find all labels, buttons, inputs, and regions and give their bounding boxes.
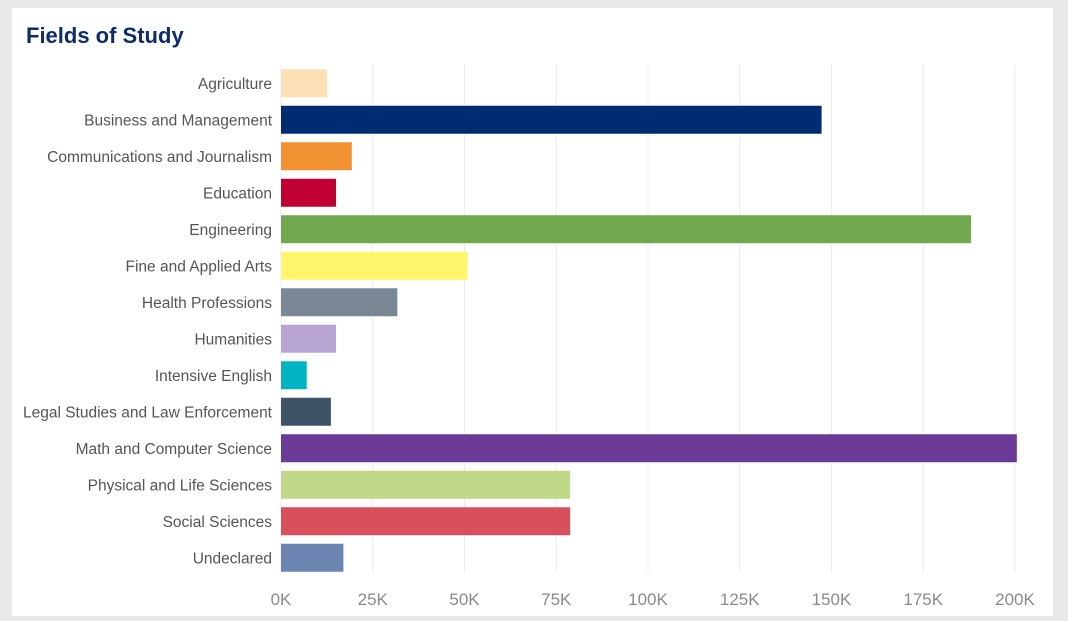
category-label-13: Undeclared bbox=[193, 550, 272, 567]
bar-chart: Agriculture Business and Management Commun… bbox=[23, 65, 1036, 609]
x-tick-label-8: 200K bbox=[995, 590, 1035, 609]
category-label-8: Intensive English bbox=[155, 368, 272, 385]
bar-4[interactable] bbox=[281, 215, 971, 244]
bar-12[interactable] bbox=[281, 507, 571, 536]
category-label-2: Communications and Journalism bbox=[47, 149, 272, 166]
bars bbox=[281, 69, 1017, 572]
x-tick-label-0: 0K bbox=[271, 590, 292, 609]
x-tick-label-6: 150K bbox=[812, 590, 852, 609]
bar-1[interactable] bbox=[281, 105, 822, 134]
category-label-11: Physical and Life Sciences bbox=[88, 477, 273, 494]
category-label-3: Education bbox=[203, 185, 272, 202]
x-axis-tick-labels: 0K 25K 50K 75K 100K 125K 150K 175K 200K bbox=[271, 590, 1036, 609]
category-label-7: Humanities bbox=[194, 331, 272, 348]
category-label-10: Math and Computer Science bbox=[76, 441, 272, 458]
category-label-0: Agriculture bbox=[198, 76, 272, 93]
category-label-6: Health Professions bbox=[142, 295, 272, 312]
x-tick-label-2: 50K bbox=[449, 590, 480, 609]
chart-card: Fields of Study Agriculture Business and … bbox=[12, 8, 1053, 616]
bar-5[interactable] bbox=[281, 251, 468, 280]
bar-2[interactable] bbox=[281, 142, 352, 171]
bar-0[interactable] bbox=[281, 69, 327, 98]
category-label-9: Legal Studies and Law Enforcement bbox=[23, 404, 273, 421]
chart-title: Fields of Study bbox=[26, 23, 184, 48]
category-label-4: Engineering bbox=[189, 222, 272, 239]
bar-7[interactable] bbox=[281, 324, 337, 353]
category-labels: Agriculture Business and Management Commun… bbox=[23, 76, 273, 568]
x-tick-label-1: 25K bbox=[358, 590, 389, 609]
bar-6[interactable] bbox=[281, 288, 398, 317]
x-tick-label-4: 100K bbox=[628, 590, 668, 609]
category-label-1: Business and Management bbox=[84, 112, 273, 129]
bar-13[interactable] bbox=[281, 543, 344, 572]
bar-9[interactable] bbox=[281, 397, 331, 426]
bar-8[interactable] bbox=[281, 361, 307, 390]
category-label-5: Fine and Applied Arts bbox=[126, 258, 273, 275]
bar-11[interactable] bbox=[281, 470, 571, 499]
bar-10[interactable] bbox=[281, 434, 1017, 463]
x-tick-label-5: 125K bbox=[720, 590, 760, 609]
category-label-12: Social Sciences bbox=[163, 514, 273, 531]
bar-3[interactable] bbox=[281, 178, 337, 207]
x-tick-label-3: 75K bbox=[541, 590, 572, 609]
x-tick-label-7: 175K bbox=[903, 590, 943, 609]
